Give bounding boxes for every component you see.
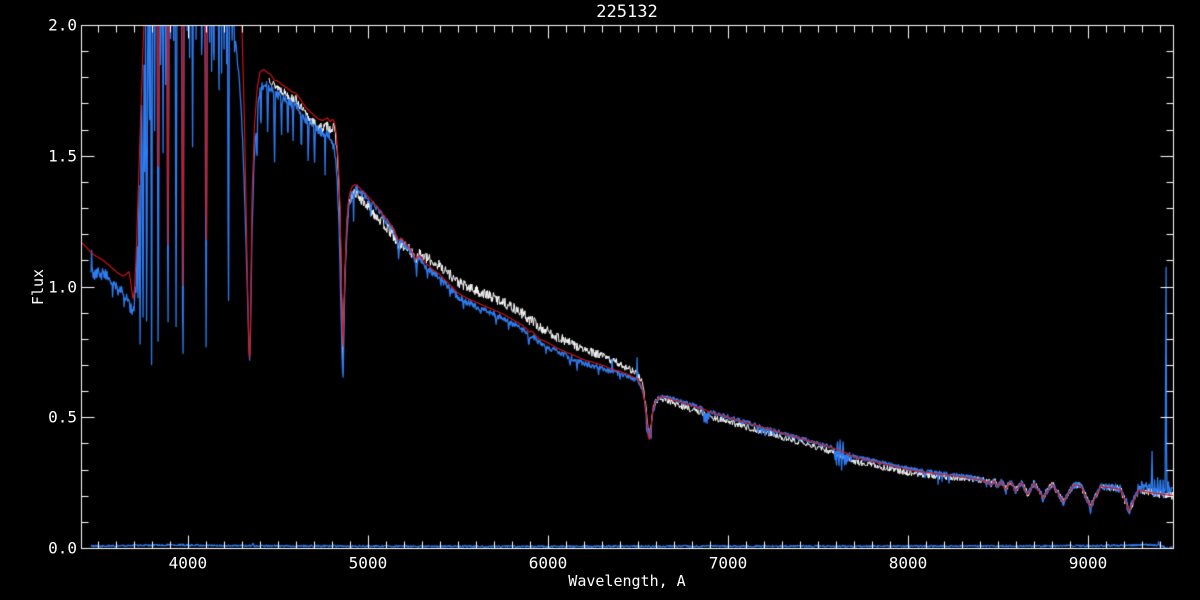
x-tick-label: 7000 [708, 553, 748, 573]
x-axis-title: Wavelength, A [568, 572, 686, 590]
y-tick-label: 2.0 [48, 15, 77, 35]
x-tick-label: 5000 [348, 553, 388, 573]
x-tick-label: 6000 [528, 553, 568, 573]
y-tick-label: 0.5 [48, 407, 77, 427]
x-tick-label: 9000 [1068, 553, 1108, 573]
x-tick-label: 4000 [168, 553, 208, 573]
chart-title: 225132 [596, 2, 658, 22]
y-tick-label: 0.0 [48, 538, 77, 558]
x-tick-label: 8000 [888, 553, 928, 573]
y-tick-label: 1.0 [48, 277, 77, 296]
y-tick-label: 1.5 [48, 146, 77, 166]
y-axis-title: Flux [29, 268, 47, 306]
